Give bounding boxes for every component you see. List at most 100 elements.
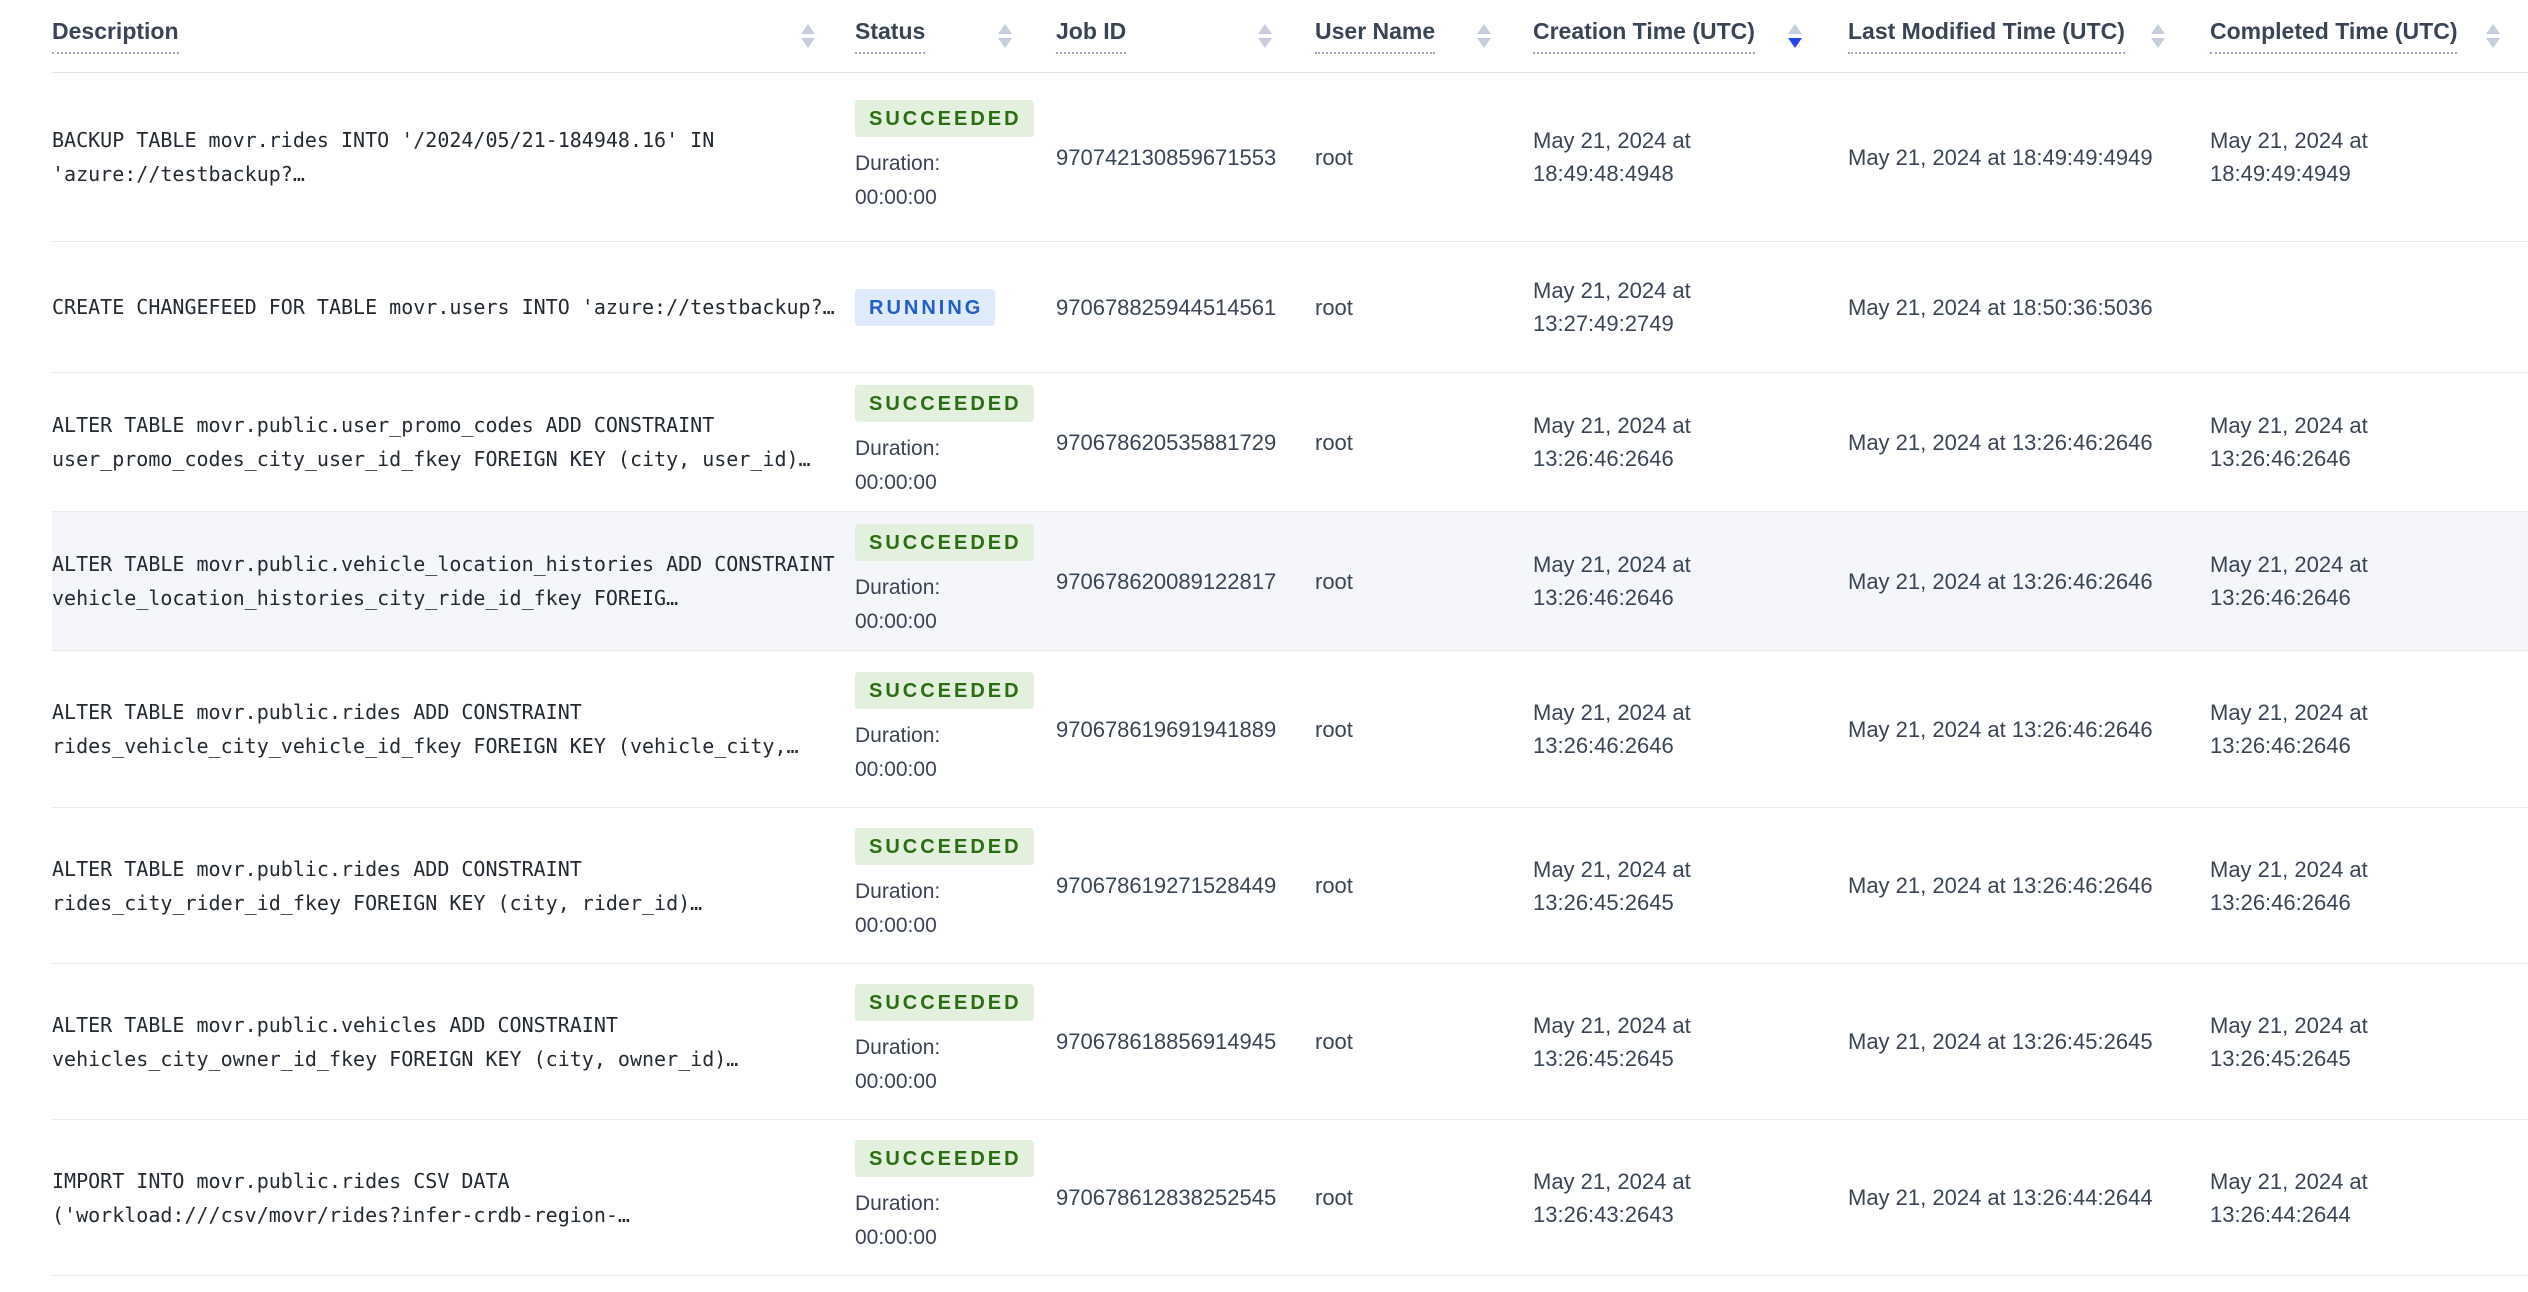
- job-last-modified-time: May 21, 2024 at 13:26:45:2645: [1848, 1029, 2153, 1054]
- job-id: 970678612838252545: [1056, 1185, 1277, 1210]
- job-creation-time: May 21, 2024 at 13:26:46:2646: [1533, 552, 1691, 610]
- job-completed-time: May 21, 2024 at 13:26:44:2644: [2210, 1168, 2368, 1227]
- job-user-name: root: [1315, 144, 1353, 170]
- job-user-name: root: [1315, 568, 1353, 594]
- job-completed-time: May 21, 2024 at 13:26:46:2646: [2210, 413, 2368, 471]
- job-status-cell: SUCCEEDED Duration: 00:00:00: [855, 99, 1056, 215]
- status-badge: SUCCEEDED: [855, 984, 1034, 1021]
- job-creation-time: May 21, 2024 at 18:49:48:4948: [1533, 128, 1691, 186]
- job-creation-time: May 21, 2024 at 13:27:49:2749: [1533, 278, 1691, 336]
- table-header-row: Description Status Job ID User Name Crea…: [52, 0, 2528, 73]
- job-completed-time: May 21, 2024 at 13:26:46:2646: [2210, 552, 2368, 610]
- job-description-cell[interactable]: ALTER TABLE movr.public.vehicles ADD CON…: [52, 1008, 855, 1076]
- table-row: BACKUP TABLE movr.rides INTO '/2024/05/2…: [52, 73, 2528, 242]
- job-description-link[interactable]: ALTER TABLE movr.public.rides ADD CONSTR…: [52, 700, 799, 758]
- job-description-link[interactable]: ALTER TABLE movr.public.rides ADD CONSTR…: [52, 856, 703, 915]
- job-duration: Duration: 00:00:00: [855, 151, 941, 209]
- table-row: ALTER TABLE movr.public.user_promo_codes…: [52, 373, 2528, 512]
- job-status-cell: SUCCEEDED Duration: 00:00:00: [855, 384, 1056, 500]
- job-last-modified-time: May 21, 2024 at 13:26:44:2644: [1848, 1185, 2153, 1210]
- sort-icon: [1477, 24, 1491, 48]
- job-completed-time: May 21, 2024 at 18:49:49:4949: [2210, 128, 2368, 186]
- job-description-link[interactable]: BACKUP TABLE movr.rides INTO '/2024/05/2…: [52, 128, 715, 186]
- job-user-name: root: [1315, 873, 1353, 898]
- job-id: 970678620535881729: [1056, 429, 1277, 455]
- status-badge: SUCCEEDED: [855, 99, 1034, 137]
- job-status-cell: SUCCEEDED Duration: 00:00:00: [855, 671, 1056, 787]
- column-header-last-modified-time[interactable]: Last Modified Time (UTC): [1848, 18, 2210, 54]
- column-label: Completed Time (UTC): [2210, 18, 2458, 54]
- job-id: 970678619271528449: [1056, 873, 1277, 898]
- job-completed-time: May 21, 2024 at 13:26:46:2646: [2210, 700, 2368, 758]
- table-row: ALTER TABLE movr.public.rides ADD CONSTR…: [52, 651, 2528, 808]
- column-header-job-id[interactable]: Job ID: [1056, 18, 1315, 54]
- column-header-description[interactable]: Description: [52, 18, 855, 54]
- column-header-completed-time[interactable]: Completed Time (UTC): [2210, 18, 2528, 54]
- job-description-cell[interactable]: ALTER TABLE movr.public.user_promo_codes…: [52, 408, 855, 476]
- job-duration: Duration: 00:00:00: [855, 436, 941, 494]
- column-label: Last Modified Time (UTC): [1848, 18, 2125, 54]
- job-status-cell: SUCCEEDED Duration: 00:00:00: [855, 1140, 1056, 1255]
- column-header-status[interactable]: Status: [855, 18, 1056, 54]
- sort-icon: [2486, 24, 2500, 48]
- job-user-name: root: [1315, 1029, 1353, 1054]
- job-duration: Duration: 00:00:00: [855, 575, 941, 633]
- job-creation-time: May 21, 2024 at 13:26:46:2646: [1533, 413, 1691, 471]
- job-last-modified-time: May 21, 2024 at 18:49:49:4949: [1848, 144, 2153, 170]
- job-description-link[interactable]: IMPORT INTO movr.public.rides CSV DATA (…: [52, 1168, 630, 1227]
- job-description-cell[interactable]: ALTER TABLE movr.public.rides ADD CONSTR…: [52, 695, 855, 763]
- job-id: 970678618856914945: [1056, 1029, 1277, 1054]
- status-badge: SUCCEEDED: [855, 1140, 1034, 1177]
- job-duration: Duration: 00:00:00: [855, 723, 941, 781]
- job-creation-time: May 21, 2024 at 13:26:43:2643: [1533, 1168, 1691, 1227]
- job-duration: Duration: 00:00:00: [855, 880, 941, 937]
- job-description-cell[interactable]: IMPORT INTO movr.public.rides CSV DATA (…: [52, 1164, 855, 1232]
- column-label: Description: [52, 18, 179, 54]
- job-status-cell: RUNNING: [855, 288, 1056, 326]
- table-row: ALTER TABLE movr.public.rides ADD CONSTR…: [52, 808, 2528, 964]
- column-label: Job ID: [1056, 18, 1127, 54]
- job-last-modified-time: May 21, 2024 at 13:26:46:2646: [1848, 568, 2153, 594]
- job-description-link[interactable]: ALTER TABLE movr.public.user_promo_codes…: [52, 413, 811, 471]
- status-badge: SUCCEEDED: [855, 384, 1034, 422]
- job-id: 970678825944514561: [1056, 294, 1277, 320]
- job-description-link[interactable]: ALTER TABLE movr.public.vehicles ADD CON…: [52, 1012, 739, 1071]
- job-last-modified-time: May 21, 2024 at 13:26:46:2646: [1848, 429, 2153, 455]
- status-badge: RUNNING: [855, 288, 996, 326]
- job-user-name: root: [1315, 1185, 1353, 1210]
- job-duration: Duration: 00:00:00: [855, 1192, 941, 1249]
- column-label: Status: [855, 18, 926, 54]
- column-header-user-name[interactable]: User Name: [1315, 18, 1533, 54]
- sort-icon: [998, 24, 1012, 48]
- job-creation-time: May 21, 2024 at 13:26:46:2646: [1533, 700, 1691, 758]
- table-row-highlighted: ALTER TABLE movr.public.vehicle_location…: [52, 512, 2528, 651]
- job-user-name: root: [1315, 294, 1353, 320]
- sort-icon-active-desc: [1788, 24, 1802, 48]
- job-duration: Duration: 00:00:00: [855, 1036, 941, 1093]
- job-user-name: root: [1315, 429, 1353, 455]
- status-badge: SUCCEEDED: [855, 828, 1034, 865]
- job-status-cell: SUCCEEDED Duration: 00:00:00: [855, 523, 1056, 639]
- job-description-link[interactable]: ALTER TABLE movr.public.vehicle_location…: [52, 552, 835, 610]
- job-last-modified-time: May 21, 2024 at 13:26:46:2646: [1848, 873, 2153, 898]
- job-last-modified-time: May 21, 2024 at 18:50:36:5036: [1848, 294, 2153, 320]
- job-description-cell[interactable]: ALTER TABLE movr.public.rides ADD CONSTR…: [52, 852, 855, 920]
- job-completed-time: May 21, 2024 at 13:26:46:2646: [2210, 856, 2368, 915]
- job-description-cell[interactable]: ALTER TABLE movr.public.vehicle_location…: [52, 547, 855, 615]
- sort-icon: [801, 24, 815, 48]
- job-status-cell: SUCCEEDED Duration: 00:00:00: [855, 828, 1056, 943]
- table-row: CREATE CHANGEFEED FOR TABLE movr.users I…: [52, 242, 2528, 373]
- job-description-cell[interactable]: CREATE CHANGEFEED FOR TABLE movr.users I…: [52, 290, 855, 324]
- column-header-creation-time[interactable]: Creation Time (UTC): [1533, 18, 1848, 54]
- job-id: 970742130859671553: [1056, 144, 1277, 170]
- job-creation-time: May 21, 2024 at 13:26:45:2645: [1533, 856, 1691, 915]
- job-creation-time: May 21, 2024 at 13:26:45:2645: [1533, 1012, 1691, 1071]
- job-description-link[interactable]: CREATE CHANGEFEED FOR TABLE movr.users I…: [52, 295, 835, 319]
- job-id: 970678619691941889: [1056, 716, 1277, 742]
- sort-icon: [1258, 24, 1272, 48]
- job-id: 970678620089122817: [1056, 568, 1277, 594]
- table-row: ALTER TABLE movr.public.vehicles ADD CON…: [52, 964, 2528, 1120]
- status-badge: SUCCEEDED: [855, 523, 1034, 561]
- job-description-cell[interactable]: BACKUP TABLE movr.rides INTO '/2024/05/2…: [52, 123, 855, 191]
